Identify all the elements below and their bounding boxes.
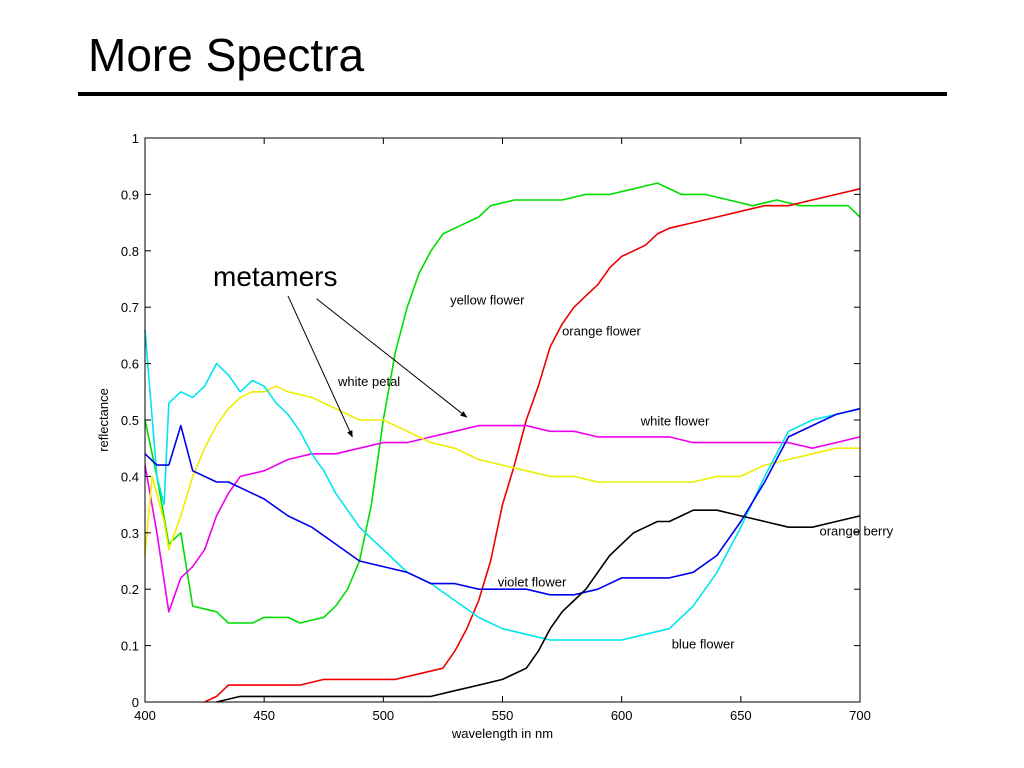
y-tick-label: 1	[132, 131, 139, 146]
y-tick-label: 0.7	[121, 300, 139, 315]
y-axis-label: reflectance	[96, 388, 111, 452]
series-line-white-flower	[144, 424, 861, 613]
series-label-orange-berry: orange berry	[819, 524, 893, 539]
y-tick-label: 0.8	[121, 244, 139, 259]
series-label-blue-flower: blue flower	[672, 636, 736, 651]
y-tick-label: 0.3	[121, 526, 139, 541]
x-tick-label: 500	[372, 708, 394, 723]
series-layer	[144, 182, 861, 703]
series-line-orange-flower	[204, 188, 861, 703]
plot-frame	[144, 137, 861, 703]
metamer-arrow	[316, 298, 468, 418]
x-tick-label: 700	[849, 708, 871, 723]
y-tick-label: 0.5	[121, 413, 139, 428]
series-label-white-flower: white flower	[640, 414, 710, 429]
y-axis: 0 0.1 0.2 0.3 0.4 0.5 0.6 0.7 0.8 0.9 1	[121, 131, 860, 710]
metamers-annotation: metamers	[213, 261, 468, 438]
series-label-orange-flower: orange flower	[562, 323, 641, 338]
slide-title: More Spectra	[88, 29, 365, 81]
title-divider	[78, 92, 947, 96]
x-axis: 400 450 500 550 600 650 700	[134, 138, 871, 723]
series-labels: yellow flower orange flower white petal whi…	[337, 292, 894, 651]
metamers-label: metamers	[213, 261, 337, 292]
series-line-blue-flower	[144, 329, 861, 641]
series-line-violet-flower	[144, 407, 861, 596]
y-tick-label: 0.1	[121, 639, 139, 654]
x-axis-label: wavelength in nm	[451, 726, 553, 741]
series-line-orange-berry	[216, 509, 861, 703]
y-tick-label: 0	[132, 695, 139, 710]
y-tick-label: 0.4	[121, 469, 139, 484]
y-tick-label: 0.6	[121, 357, 139, 372]
series-line-yellow-flower	[144, 182, 861, 624]
x-tick-label: 550	[492, 708, 514, 723]
series-label-violet-flower: violet flower	[498, 574, 567, 589]
y-tick-label: 0.2	[121, 582, 139, 597]
x-tick-label: 650	[730, 708, 752, 723]
metamer-arrow	[287, 295, 353, 438]
x-tick-label: 600	[611, 708, 633, 723]
x-tick-label: 400	[134, 708, 156, 723]
series-label-yellow-flower: yellow flower	[450, 292, 525, 307]
x-tick-label: 450	[253, 708, 275, 723]
series-line-white-petal	[144, 385, 860, 556]
series-label-white-petal: white petal	[337, 374, 400, 389]
y-tick-label: 0.9	[121, 187, 139, 202]
